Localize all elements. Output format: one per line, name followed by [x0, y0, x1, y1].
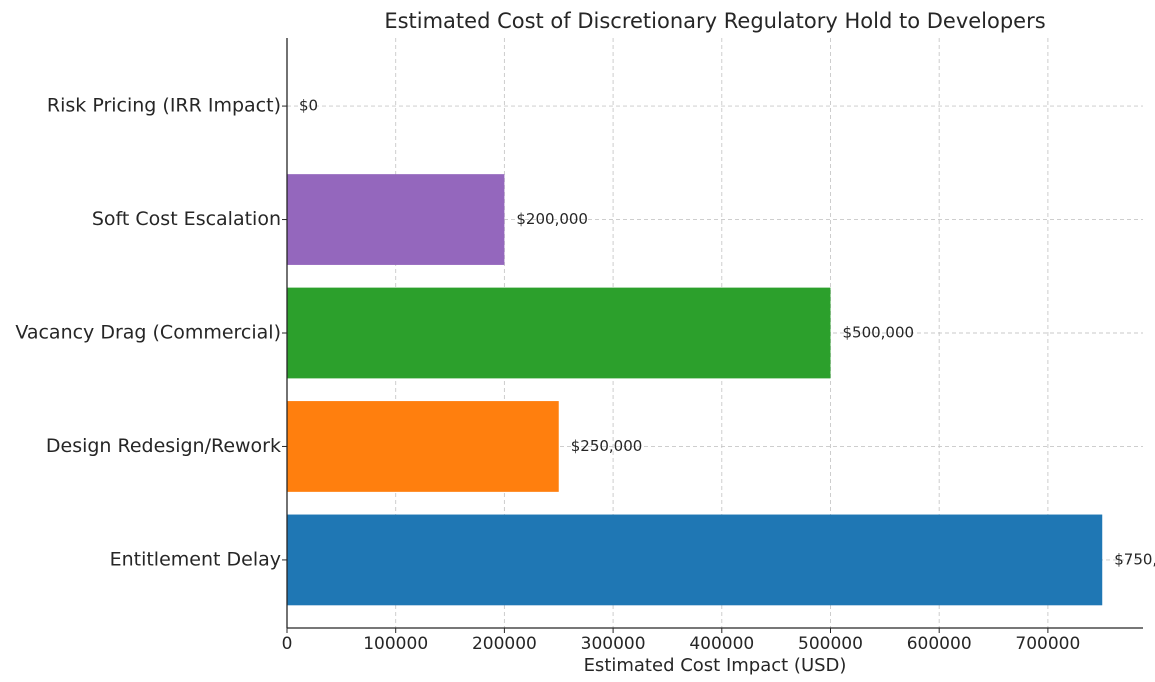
x-axis-label: Estimated Cost Impact (USD)	[584, 655, 847, 676]
y-tick-label: Entitlement Delay	[110, 548, 281, 570]
value-label: $750,000	[1114, 550, 1155, 568]
y-tick-label: Vacancy Drag (Commercial)	[15, 322, 281, 344]
bar	[287, 174, 505, 265]
value-label: $200,000	[516, 210, 588, 228]
x-tick-label: 100000	[363, 634, 428, 654]
x-tick-label: 0	[282, 634, 293, 654]
x-tick-label: 500000	[798, 634, 863, 654]
x-tick-label: 600000	[907, 634, 972, 654]
value-label: $500,000	[842, 324, 914, 342]
bar	[287, 287, 831, 379]
x-tick-label: 200000	[472, 634, 537, 654]
x-tick-label: 400000	[689, 634, 754, 654]
x-tick-label: 300000	[581, 634, 646, 654]
chart-title: Estimated Cost of Discretionary Regulato…	[384, 9, 1045, 33]
value-label: $250,000	[571, 437, 643, 455]
x-tick-label: 700000	[1015, 634, 1080, 654]
bar	[287, 514, 1103, 606]
y-tick-label: Design Redesign/Rework	[46, 435, 281, 457]
bar	[287, 401, 559, 492]
y-tick-label: Risk Pricing (IRR Impact)	[47, 95, 281, 117]
value-label: $0	[299, 97, 318, 115]
y-tick-label: Soft Cost Escalation	[92, 208, 281, 230]
